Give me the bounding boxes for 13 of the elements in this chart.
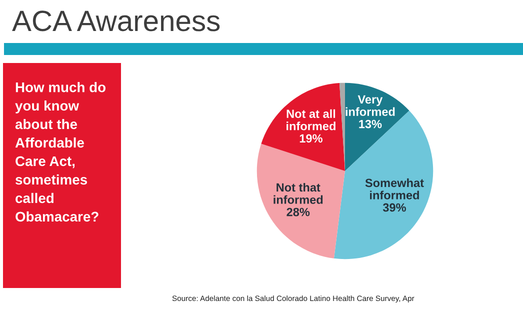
pie-slice <box>261 83 345 171</box>
slice-label: Very informed <box>346 95 395 116</box>
data-label: 28% <box>286 208 310 216</box>
pie-slice <box>345 82 410 171</box>
slice-label: Not at all informed <box>286 109 336 130</box>
data-label: 13% <box>359 120 382 128</box>
data-label: 19% <box>300 134 322 143</box>
slice-label: Somewhat informed <box>365 178 424 200</box>
chart-title: ACA Awareness <box>12 10 220 32</box>
slice-label: Not that informed <box>274 182 323 204</box>
text: How much do you know about the Affordable Care Act, sometimes called Obamacare? <box>15 82 106 222</box>
pie-slice <box>256 144 345 258</box>
data-label: 39% <box>382 203 406 212</box>
